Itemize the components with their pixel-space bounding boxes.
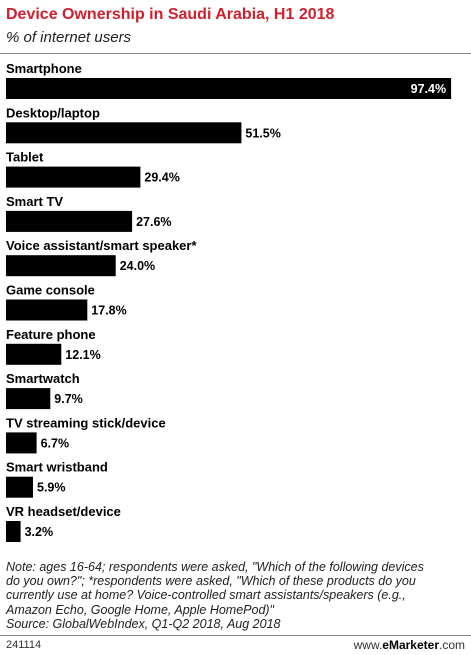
category-label-tv-streaming-stick-device: TV streaming stick/device: [6, 415, 166, 430]
bar-smart-tv: [6, 210, 133, 232]
value-label-smart-wristband: 5.9%: [37, 481, 66, 495]
brand-logo[interactable]: www.eMarketer.com: [354, 638, 465, 652]
category-label-smartphone: Smartphone: [6, 61, 82, 76]
category-label-vr-headset-device: VR headset/device: [6, 504, 121, 519]
bar-desktop-laptop: [6, 122, 242, 144]
brand-prefix: www.: [353, 638, 383, 652]
brand-suffix: .com: [438, 638, 465, 652]
chart-note: Note: ages 16-64; respondents were asked…: [6, 560, 468, 631]
value-label-tablet: 29.4%: [144, 171, 179, 185]
bar-game-console: [6, 299, 88, 321]
chart-subtitle: % of internet users: [6, 29, 132, 46]
category-label-game-console: Game console: [6, 283, 95, 298]
bar-tablet: [6, 166, 141, 188]
category-label-smart-tv: Smart TV: [6, 194, 63, 209]
bar-chart: Smartphone 97.4% Desktop/laptop 51.5% Tablet…: [6, 61, 452, 542]
category-label-desktop-laptop: Desktop/laptop: [6, 105, 100, 120]
note-line: Note: ages 16-64; respondents were asked…: [6, 560, 424, 574]
footer-divider: [0, 635, 471, 636]
header-divider: [0, 53, 471, 54]
bar-tv-streaming-stick-device: [6, 432, 37, 454]
bar-vr-headset-device: [6, 521, 21, 542]
bar-smart-wristband: [6, 476, 33, 498]
value-label-feature-phone: 12.1%: [65, 348, 100, 362]
chart-title: Device Ownership in Saudi Arabia, H1 201…: [6, 6, 335, 23]
category-label-voice-assistant-smart-speaker: Voice assistant/smart speaker*: [6, 238, 197, 253]
category-label-tablet: Tablet: [6, 150, 44, 165]
value-label-smartwatch: 9.7%: [54, 392, 83, 406]
category-label-feature-phone: Feature phone: [6, 327, 96, 342]
value-label-smart-tv: 27.6%: [136, 215, 171, 229]
source-line: Source: GlobalWebIndex, Q1-Q2 2018, Aug …: [6, 616, 281, 631]
value-label-voice-assistant-smart-speaker: 24.0%: [120, 259, 155, 273]
bar-smartwatch: [6, 388, 51, 410]
chart-id: 241114: [6, 639, 42, 651]
category-label-smartwatch: Smartwatch: [6, 371, 80, 386]
bar-voice-assistant-smart-speaker: [6, 255, 116, 277]
value-label-vr-headset-device: 3.2%: [25, 525, 53, 539]
note-line: currently use at home? Voice-controlled …: [6, 588, 406, 603]
note-line: Amazon Echo, Google Home, Apple HomePod)…: [6, 602, 274, 617]
bar-feature-phone: [6, 343, 62, 365]
note-line: do you own?"; *respondents were asked, "…: [6, 574, 416, 589]
brand-name: eMarketer: [382, 638, 439, 652]
bar-smartphone: [6, 78, 452, 99]
value-label-tv-streaming-stick-device: 6.7%: [41, 436, 70, 450]
value-label-desktop-laptop: 51.5%: [245, 126, 280, 140]
value-label-smartphone: 97.4%: [411, 82, 446, 96]
value-label-game-console: 17.8%: [91, 304, 126, 318]
category-label-smart-wristband: Smart wristband: [6, 460, 108, 475]
